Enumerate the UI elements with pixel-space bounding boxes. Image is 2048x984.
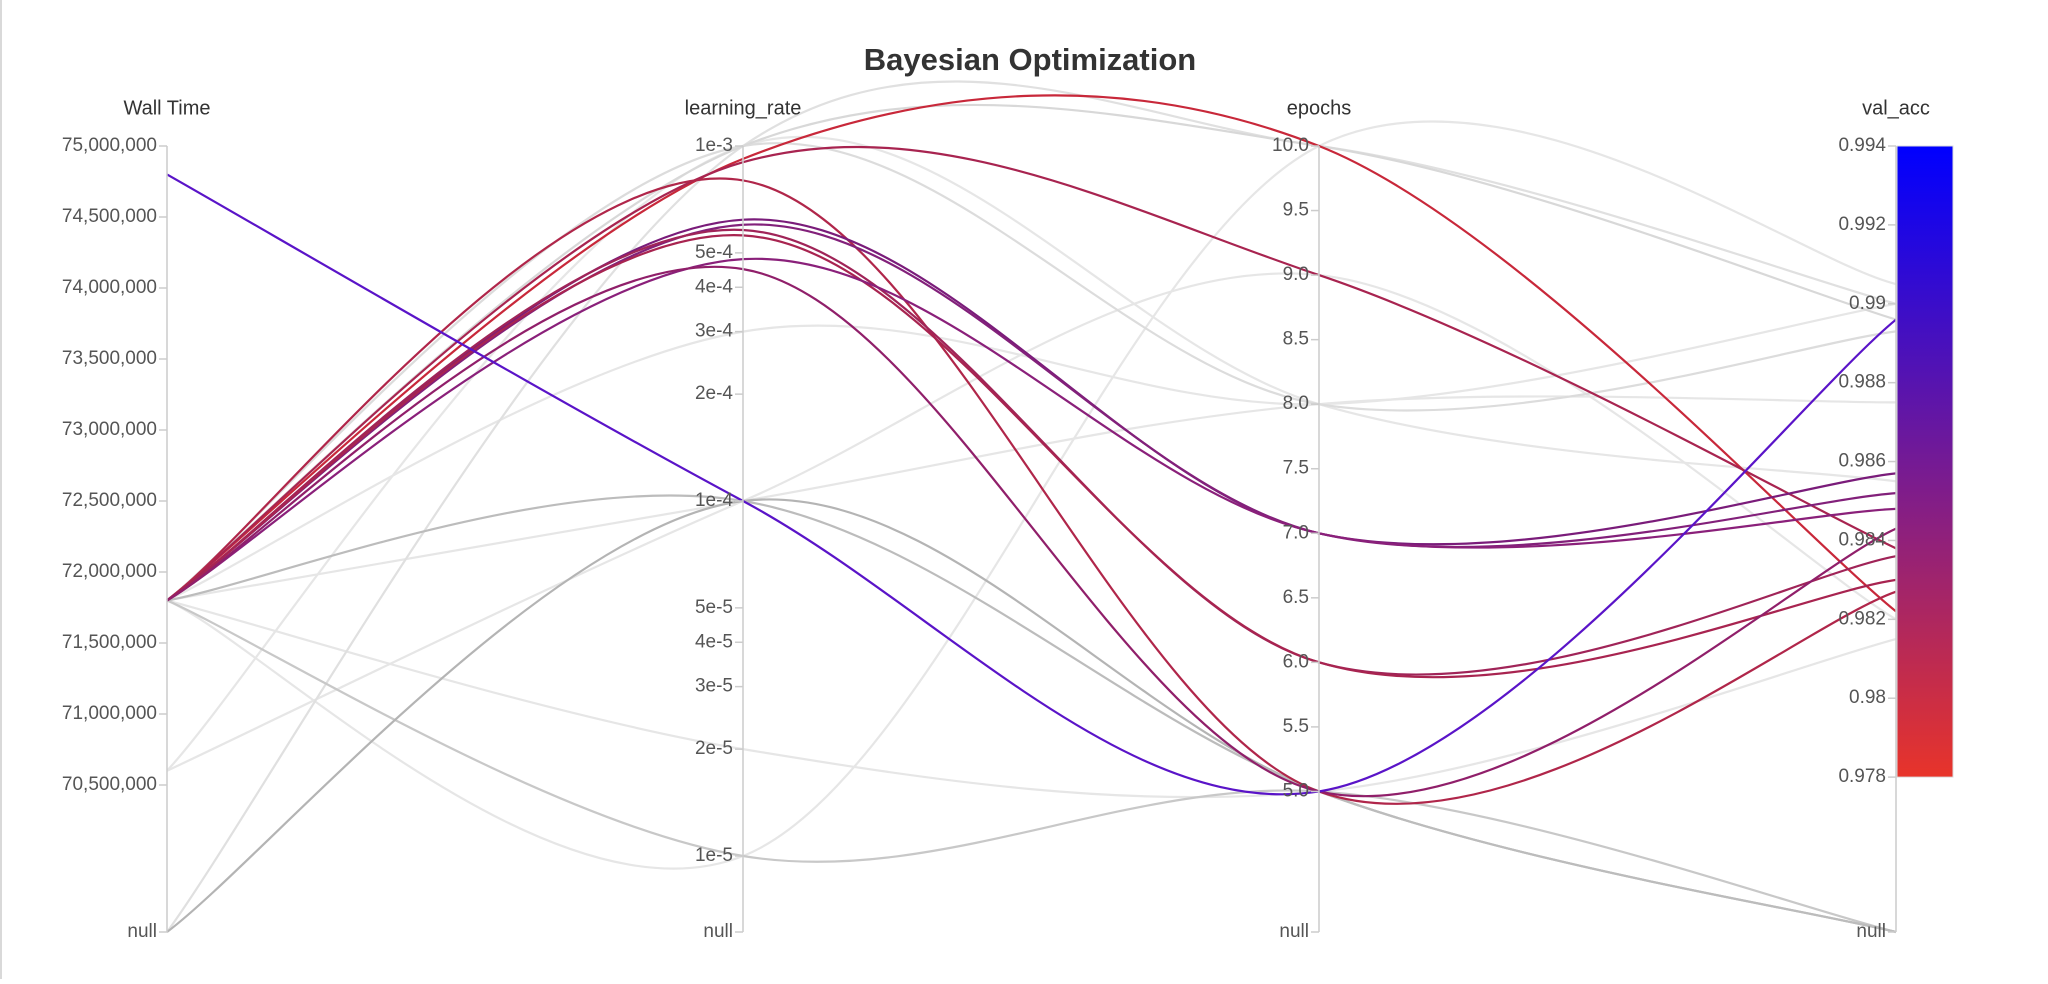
tick-label: 0.988 xyxy=(1838,372,1886,393)
tick-label: 0.978 xyxy=(1838,766,1886,787)
run-line xyxy=(166,80,1897,933)
tick-label: 9.5 xyxy=(1283,200,1309,221)
tick-label: 74,500,000 xyxy=(62,206,157,227)
run-line xyxy=(166,228,1897,676)
tick-label: 0.984 xyxy=(1838,529,1886,550)
run-line xyxy=(166,135,1897,772)
tick-label: 0.986 xyxy=(1838,451,1886,472)
run-line xyxy=(166,257,1897,602)
run-line xyxy=(166,223,1897,602)
null-label: null xyxy=(1856,921,1886,942)
run-line xyxy=(166,265,1897,798)
run-line xyxy=(166,395,1897,602)
null-label: null xyxy=(1279,921,1309,942)
axis-label: epochs xyxy=(1287,97,1352,119)
runs xyxy=(166,80,1897,934)
tick-label: 0.99 xyxy=(1849,293,1886,314)
tick-label: 5.0 xyxy=(1283,780,1309,801)
tick-label: 75,000,000 xyxy=(62,135,157,156)
run-line xyxy=(166,599,1897,799)
run-line xyxy=(166,498,1897,934)
run-line xyxy=(166,599,1897,934)
null-label: null xyxy=(703,921,733,942)
tick-label: 5.5 xyxy=(1283,716,1309,737)
tick-label: 9.0 xyxy=(1283,264,1309,285)
tick-label: 3e-4 xyxy=(695,321,733,342)
tick-label: 2e-4 xyxy=(695,383,733,404)
run-line xyxy=(166,120,1897,870)
tick-label: 5e-5 xyxy=(695,597,733,618)
tick-label: 70,500,000 xyxy=(62,774,157,795)
tick-label: 7.5 xyxy=(1283,458,1309,479)
tick-label: 71,500,000 xyxy=(62,632,157,653)
tick-label: 8.0 xyxy=(1283,393,1309,414)
chart-title: Bayesian Optimization xyxy=(864,42,1196,77)
tick-label: 3e-5 xyxy=(695,676,733,697)
tick-label: 1e-4 xyxy=(695,490,733,511)
tick-label: 7.0 xyxy=(1283,522,1309,543)
tick-label: 6.0 xyxy=(1283,651,1309,672)
run-line xyxy=(166,272,1897,772)
run-line xyxy=(166,94,1897,613)
tick-label: 73,000,000 xyxy=(62,419,157,440)
null-label: null xyxy=(127,921,157,942)
tick-label: 0.98 xyxy=(1849,687,1886,708)
tick-label: 6.5 xyxy=(1283,587,1309,608)
tick-label: 71,000,000 xyxy=(62,703,157,724)
run-line xyxy=(166,177,1897,805)
tick-label: 0.992 xyxy=(1838,214,1886,235)
run-line xyxy=(166,145,1897,602)
tick-label: 73,500,000 xyxy=(62,348,157,369)
tick-label: 8.5 xyxy=(1283,329,1309,350)
tick-label: 74,000,000 xyxy=(62,277,157,298)
run-line xyxy=(166,218,1897,602)
tick-label: 0.994 xyxy=(1838,135,1886,156)
tick-label: 4e-5 xyxy=(695,631,733,652)
axis-label: learning_rate xyxy=(685,97,802,119)
tick-label: 4e-4 xyxy=(695,276,733,297)
tick-label: 72,000,000 xyxy=(62,561,157,582)
tick-label: 1e-3 xyxy=(695,135,733,156)
tick-label: 2e-5 xyxy=(695,738,733,759)
tick-label: 5e-4 xyxy=(695,242,733,263)
axis-label: val_acc xyxy=(1862,97,1930,119)
tick-label: 1e-5 xyxy=(695,845,733,866)
colorbar xyxy=(1896,145,1954,778)
axis-label: Wall Time xyxy=(123,97,210,119)
run-line xyxy=(166,234,1897,679)
run-line xyxy=(166,142,1897,602)
tick-label: 0.982 xyxy=(1838,608,1886,629)
run-line xyxy=(166,173,1897,796)
tick-label: 10.0 xyxy=(1272,135,1309,156)
tick-label: 72,500,000 xyxy=(62,490,157,511)
run-line xyxy=(166,494,1897,934)
